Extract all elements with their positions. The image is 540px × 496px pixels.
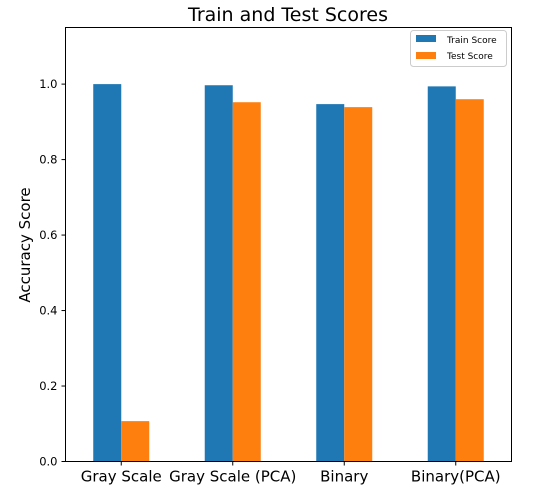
legend-swatch-test (416, 52, 436, 59)
legend-label-test: Test Score (446, 52, 493, 62)
plot-frame (65, 27, 512, 462)
chart-title: Train and Test Scores (187, 4, 388, 26)
train-bar-2 (316, 104, 345, 462)
y-tick-label-1: 0.2 (39, 379, 57, 393)
y-axis-ticks: 0.0 0.2 0.4 0.6 0.8 1.0 (39, 77, 66, 469)
train-bar-0 (93, 84, 122, 462)
x-tick-label-3: Binary(PCA) (411, 468, 501, 486)
y-tick-label-0: 0.0 (39, 455, 57, 469)
train-bar-1 (204, 85, 233, 462)
x-tick-label-2: Binary (320, 468, 368, 486)
test-bar-2 (344, 107, 373, 462)
y-tick-label-3: 0.6 (39, 228, 57, 242)
x-tick-label-1: Gray Scale (PCA) (169, 468, 296, 486)
test-bar-3 (455, 99, 484, 462)
y-tick-label-5: 1.0 (39, 77, 57, 91)
y-tick-label-4: 0.8 (39, 153, 57, 167)
y-tick-label-2: 0.4 (39, 304, 57, 318)
x-tick-label-0: Gray Scale (81, 468, 162, 486)
legend: Train Score Test Score (410, 30, 507, 67)
test-bar-0 (121, 421, 150, 462)
y-axis-label: Accuracy Score (16, 187, 34, 302)
bars-group (93, 84, 484, 462)
legend-label-train: Train Score (446, 36, 497, 46)
legend-swatch-train (416, 35, 436, 42)
test-bar-1 (232, 102, 261, 462)
x-axis-ticks: Gray Scale Gray Scale (PCA) Binary Binary(P… (81, 461, 501, 486)
train-bar-3 (427, 86, 456, 462)
